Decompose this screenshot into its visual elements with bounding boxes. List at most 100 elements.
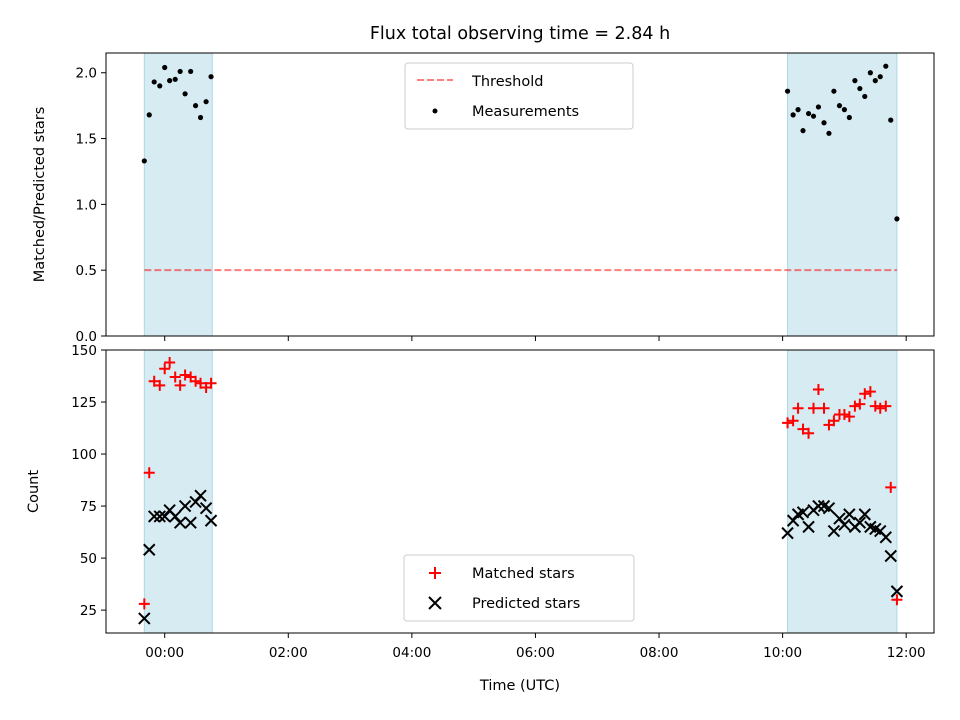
- measurement-point: [805, 110, 812, 117]
- matched-stars-point: [808, 402, 820, 414]
- matched-stars-point: [154, 379, 166, 391]
- ratio-y-tick-label: 1.5: [76, 132, 97, 148]
- measurement-point: [151, 79, 157, 85]
- matched-stars-legend-swatch: [429, 567, 441, 579]
- measurement-point: [182, 91, 188, 97]
- count-legend-box: [403, 554, 635, 622]
- matched-stars-point: [812, 384, 824, 396]
- x-tick-label: 12:00: [887, 645, 926, 661]
- measurement-point: [888, 117, 894, 123]
- x-tick-label: 08:00: [640, 645, 679, 661]
- measurement-point: [157, 83, 163, 89]
- measurement-point: [795, 107, 801, 113]
- measurement-point: [846, 114, 852, 121]
- measurement-point: [883, 63, 889, 69]
- count-axes-frame: [105, 349, 935, 634]
- matched-stars-point: [885, 481, 897, 493]
- x-axis-label: Time (UTC): [479, 678, 560, 694]
- measurements-legend-swatch: [432, 108, 438, 114]
- measurement-point: [141, 158, 147, 164]
- measurement-point: [877, 74, 883, 80]
- measurement-point: [821, 120, 827, 126]
- matched-stars-point: [190, 375, 202, 387]
- predicted-stars-point: [138, 612, 151, 625]
- measurement-point: [841, 107, 848, 113]
- ratio-legend: Threshold Measurements: [404, 62, 634, 130]
- ratio-axes-frame: [105, 52, 935, 337]
- predicted-stars-point: [173, 516, 187, 529]
- measurement-point: [836, 103, 843, 109]
- matched-stars-point: [828, 415, 840, 427]
- matched-stars-point: [164, 356, 176, 368]
- measurement-point: [867, 70, 873, 76]
- measurement-point: [872, 78, 878, 84]
- ratio-y-axis-label: Matched/Predicted stars: [32, 107, 48, 283]
- measurement-point: [815, 104, 822, 110]
- count-y-tick-label: 75: [80, 499, 97, 515]
- measurement-point: [197, 114, 204, 121]
- measurement-point: [800, 128, 806, 134]
- matched-stars-point: [782, 417, 794, 429]
- measurement-point: [784, 88, 791, 94]
- ratio-panel: 0.0 0.5 1.0 1.5 2.0: [76, 52, 935, 345]
- x-tick-label: 00:00: [145, 645, 184, 661]
- count-y-tick-label: 25: [80, 603, 97, 619]
- predicted-stars-point: [890, 585, 904, 598]
- measurement-point: [826, 130, 832, 136]
- measurement-point: [172, 76, 178, 82]
- measurement-point: [167, 78, 173, 84]
- predicted-stars-legend-swatch: [428, 596, 442, 610]
- count-y-tick-label: 50: [80, 551, 97, 567]
- matched-stars-point: [148, 375, 160, 387]
- ratio-observing-window-2: [787, 52, 898, 337]
- matched-stars-point: [195, 377, 207, 389]
- predicted-stars-point: [843, 508, 856, 521]
- count-panel: 25 50 75 100 125 150 00:00 02:00 04:00 06:00 08:00…: [71, 343, 935, 661]
- measurement-point: [146, 112, 152, 118]
- matched-stars-legend-label: Matched stars: [472, 566, 575, 582]
- chart-title: Flux total observing time = 2.84 h: [370, 24, 670, 44]
- ratio-y-tick-label: 1.0: [76, 197, 97, 213]
- predicted-stars-legend-label: Predicted stars: [472, 596, 580, 612]
- matched-stars-point: [179, 369, 191, 381]
- matched-stars-point: [138, 598, 150, 610]
- predicted-stars-point: [884, 549, 897, 563]
- x-tick-label: 10:00: [763, 645, 802, 661]
- matched-stars-point: [869, 400, 881, 412]
- x-tick-label: 02:00: [269, 645, 308, 661]
- predicted-stars-point: [802, 520, 815, 534]
- matched-stars-point: [143, 467, 155, 479]
- matched-stars-point: [843, 411, 855, 423]
- measurement-point: [810, 113, 817, 119]
- x-tick-label: 06:00: [516, 645, 555, 661]
- measurement-point: [192, 103, 199, 109]
- ratio-legend-box: [404, 62, 634, 130]
- matched-stars-point: [205, 377, 217, 389]
- measurement-point: [790, 112, 796, 118]
- matched-stars-point: [891, 594, 903, 606]
- matched-stars-point: [838, 409, 850, 421]
- count-observing-window-2: [787, 349, 898, 634]
- count-observing-window-1: [143, 349, 213, 634]
- measurement-point: [208, 74, 214, 80]
- matched-stars-point: [864, 386, 876, 398]
- predicted-stars-point: [812, 499, 825, 513]
- ratio-y-tick-label: 0.5: [76, 263, 97, 279]
- matched-stars-point: [803, 427, 815, 439]
- matched-stars-point: [880, 400, 892, 412]
- predicted-stars-point: [147, 510, 161, 523]
- predicted-stars-point: [838, 518, 851, 532]
- count-y-tick-label: 125: [71, 395, 97, 411]
- ratio-observing-window-1: [143, 52, 213, 337]
- x-tick-label: 04:00: [392, 645, 431, 661]
- predicted-stars-point: [822, 501, 836, 515]
- matched-stars-point: [874, 402, 886, 414]
- predicted-stars-point: [781, 526, 794, 540]
- matched-stars-point: [818, 402, 830, 414]
- predicted-stars-point: [199, 501, 213, 515]
- measurement-point: [894, 216, 900, 222]
- measurement-point: [203, 99, 209, 105]
- count-y-axis-label: Count: [26, 470, 42, 513]
- measurement-point: [831, 88, 837, 94]
